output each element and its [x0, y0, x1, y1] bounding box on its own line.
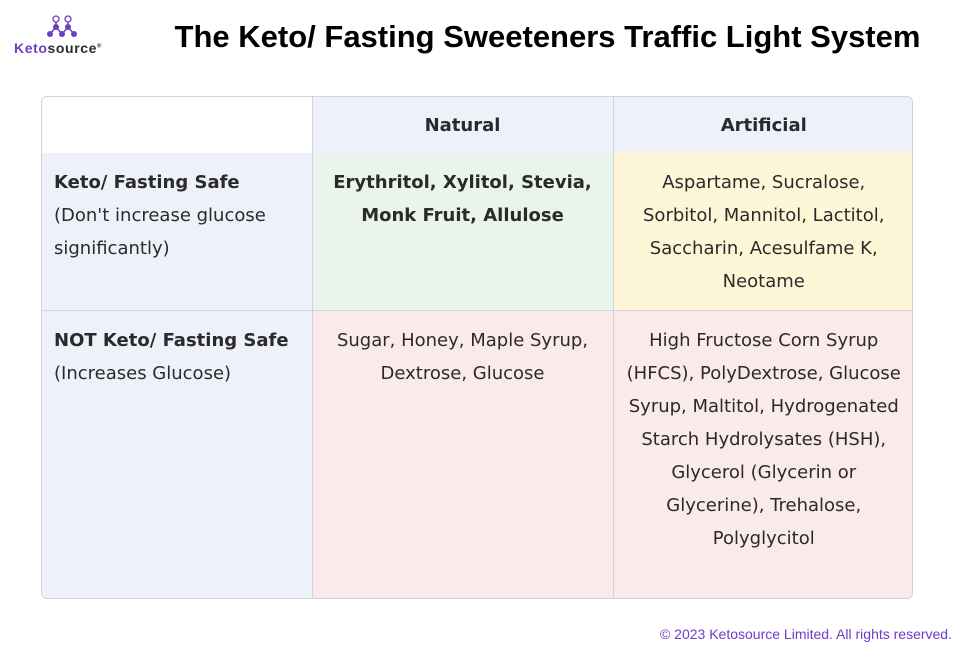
- cell-safe-artificial: Aspartame, Sucralose, Sorbitol, Mannitol…: [613, 153, 912, 311]
- column-header-natural: Natural: [312, 97, 614, 153]
- row-header-safe-subtitle: (Don't increase glucose significantly): [54, 205, 266, 259]
- row-header-safe-title: Keto/ Fasting Safe: [54, 172, 240, 193]
- row-header-unsafe: NOT Keto/ Fasting Safe (Increases Glucos…: [42, 310, 313, 598]
- sweeteners-table: Natural Artificial Keto/ Fasting Safe (D…: [41, 96, 913, 599]
- registered-mark: ®: [97, 43, 103, 50]
- molecule-icon: [47, 15, 77, 37]
- row-header-safe: Keto/ Fasting Safe (Don't increase gluco…: [42, 153, 313, 311]
- logo-wordmark-rest: source: [47, 40, 98, 56]
- copyright-footer: © 2023 Ketosource Limited. All rights re…: [659, 626, 952, 642]
- table-row-unsafe: NOT Keto/ Fasting Safe (Increases Glucos…: [42, 310, 912, 598]
- corner-header-cell: [42, 97, 313, 153]
- logo-wordmark-accent: Keto: [14, 40, 48, 56]
- logo-wordmark: Ketosource®: [14, 40, 102, 56]
- cell-safe-natural: Erythritol, Xylitol, Stevia, Monk Fruit,…: [312, 153, 614, 311]
- column-header-artificial: Artificial: [613, 97, 912, 153]
- page-title: The Keto/ Fasting Sweeteners Traffic Lig…: [174, 19, 921, 54]
- brand-logo: Ketosource®: [12, 14, 112, 60]
- row-header-unsafe-title: NOT Keto/ Fasting Safe: [54, 329, 289, 351]
- row-header-unsafe-subtitle: (Increases Glucose): [54, 362, 232, 384]
- cell-unsafe-natural: Sugar, Honey, Maple Syrup, Dextrose, Glu…: [312, 310, 614, 598]
- table-header-row: Natural Artificial: [42, 97, 912, 153]
- cell-unsafe-artificial: High Fructose Corn Syrup (HFCS), PolyDex…: [613, 310, 912, 598]
- table-row-safe: Keto/ Fasting Safe (Don't increase gluco…: [42, 153, 912, 311]
